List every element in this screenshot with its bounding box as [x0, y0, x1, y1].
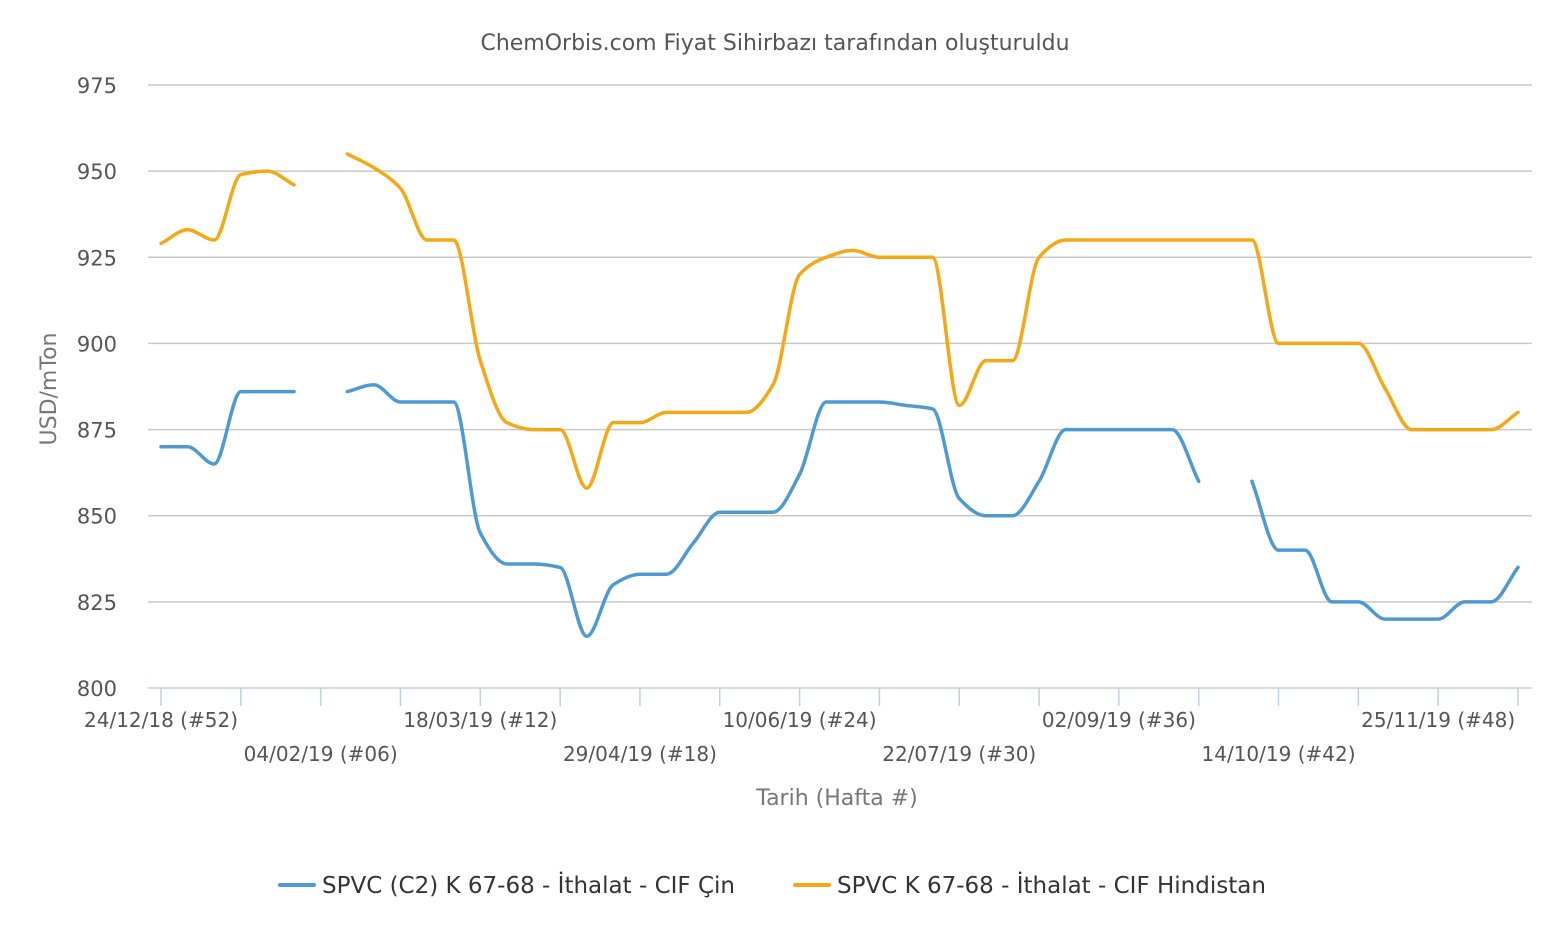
x-tick-label: 04/02/19 (#06): [244, 742, 398, 766]
series-0: [159, 383, 1520, 639]
series-line: [159, 169, 296, 246]
y-axis-title: USD/mTon: [37, 333, 62, 446]
y-tick-label: 875: [77, 419, 117, 443]
x-tick-marks: [160, 688, 1519, 706]
x-tick-label: 18/03/19 (#12): [403, 708, 557, 732]
x-tick-label: 24/12/18 (#52): [84, 708, 238, 732]
y-tick-label: 975: [77, 74, 117, 98]
y-tick-label: 925: [77, 246, 117, 270]
y-tick-label: 900: [77, 332, 117, 356]
series-line: [345, 152, 1520, 490]
x-tick-label: 25/11/19 (#48): [1361, 708, 1515, 732]
x-tick-labels: 24/12/18 (#52)04/02/19 (#06)18/03/19 (#1…: [84, 708, 1515, 766]
x-axis-title: Tarih (Hafta #): [755, 786, 917, 811]
y-tick-label: 850: [77, 505, 117, 529]
legend-item-label[interactable]: SPVC (C2) K 67-68 - İthalat - CIF Çin: [322, 871, 735, 899]
series-line: [345, 383, 1201, 639]
chart-title: ChemOrbis.com Fiyat Sihirbazı tarafından…: [480, 31, 1069, 56]
y-tick-label: 800: [77, 677, 117, 701]
x-tick-label: 14/10/19 (#42): [1202, 742, 1356, 766]
series-lines: [159, 152, 1520, 639]
series-line: [159, 389, 296, 466]
x-tick-label: 10/06/19 (#24): [723, 708, 877, 732]
series-line: [1250, 479, 1520, 621]
legend: SPVC (C2) K 67-68 - İthalat - CIF Çin SPV…: [278, 871, 1266, 899]
series-1: [159, 152, 1520, 490]
y-tick-labels: 800 825 850 875 900 925 950 975: [77, 74, 117, 701]
y-tick-label: 950: [77, 160, 117, 184]
legend-item-label[interactable]: SPVC K 67-68 - İthalat - CIF Hindistan: [837, 871, 1266, 899]
x-tick-label: 22/07/19 (#30): [882, 742, 1036, 766]
y-tick-label: 825: [77, 591, 117, 615]
x-tick-label: 02/09/19 (#36): [1042, 708, 1196, 732]
x-tick-label: 29/04/19 (#18): [563, 742, 717, 766]
